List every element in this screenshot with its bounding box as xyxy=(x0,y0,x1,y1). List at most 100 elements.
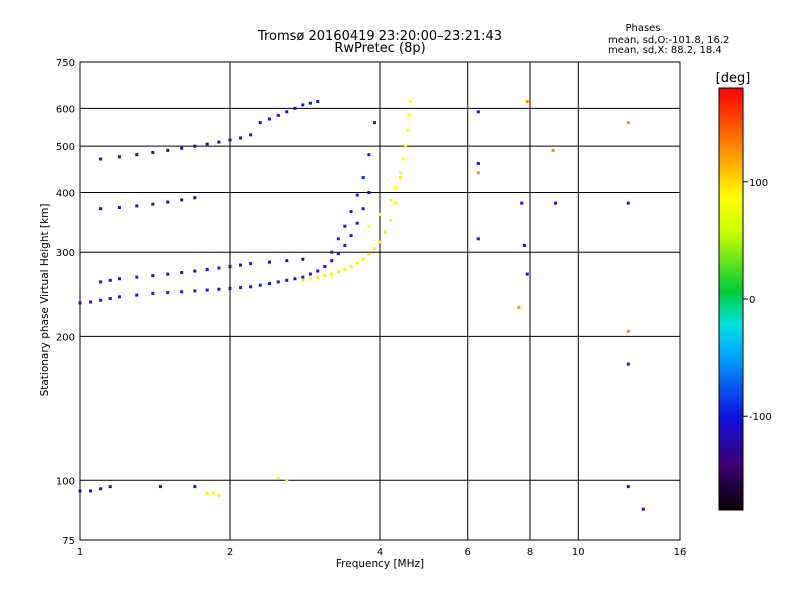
stats-line-x: mean, sd,X: 88.2, 18.4 xyxy=(608,45,722,56)
data-point xyxy=(151,202,155,206)
grid-lines xyxy=(80,62,680,540)
data-point xyxy=(367,190,371,194)
data-point xyxy=(476,161,480,165)
colorbar-tick-label: 100 xyxy=(749,178,768,189)
data-point xyxy=(523,243,527,247)
y-tick-label: 600 xyxy=(56,104,75,115)
data-point xyxy=(301,257,305,261)
data-point xyxy=(211,491,215,495)
data-point xyxy=(249,262,253,266)
data-point xyxy=(626,362,630,366)
data-point xyxy=(389,198,393,202)
data-point xyxy=(316,269,320,273)
chart-subtitle: RwPretec (8p) xyxy=(334,41,425,56)
data-point xyxy=(355,261,359,265)
data-point xyxy=(476,237,480,241)
data-point xyxy=(293,277,297,281)
data-point xyxy=(217,140,221,144)
data-point xyxy=(267,282,271,286)
y-tick-label: 500 xyxy=(56,142,75,153)
data-point xyxy=(525,100,529,104)
x-tick-labels: 1 2 4 6 8 10 16 xyxy=(77,547,687,558)
x-tick-label: 16 xyxy=(674,547,687,558)
stats-line-o: mean, sd,O:-101.8, 16.2 xyxy=(608,35,729,46)
data-point xyxy=(166,272,170,276)
data-point xyxy=(361,257,365,261)
data-point xyxy=(343,243,347,247)
data-point xyxy=(641,507,645,511)
data-point xyxy=(166,148,170,152)
data-point xyxy=(205,142,209,146)
data-point xyxy=(330,272,334,276)
data-point xyxy=(308,272,312,276)
y-tick-labels: 75 100 200 300 400 500 600 750 xyxy=(56,58,75,547)
data-point xyxy=(373,121,377,125)
data-point xyxy=(301,275,305,279)
colorbar xyxy=(718,87,744,511)
data-point xyxy=(276,280,280,284)
data-point xyxy=(403,144,407,148)
data-point xyxy=(285,478,289,482)
data-point xyxy=(367,224,371,228)
data-point xyxy=(285,259,289,263)
data-points xyxy=(78,100,645,511)
data-point xyxy=(349,234,353,238)
data-point xyxy=(193,485,197,489)
data-point xyxy=(361,175,365,179)
chart-title: Tromsø 20160419 23:20:00–23:21:43 xyxy=(257,29,502,44)
data-point xyxy=(249,285,253,289)
data-point xyxy=(399,175,403,179)
data-point xyxy=(343,224,347,228)
data-point xyxy=(180,271,184,275)
data-point xyxy=(330,259,334,263)
data-point xyxy=(99,157,103,161)
data-point xyxy=(626,201,630,205)
data-point xyxy=(89,300,93,304)
data-point xyxy=(180,290,184,294)
data-point xyxy=(117,206,121,210)
data-point xyxy=(301,103,305,107)
y-tick-label: 200 xyxy=(56,332,75,343)
data-point xyxy=(151,274,155,278)
data-point xyxy=(180,146,184,150)
data-point xyxy=(349,210,353,214)
data-point xyxy=(193,144,197,148)
data-point xyxy=(258,283,262,287)
data-point xyxy=(476,171,480,175)
data-point xyxy=(551,148,555,152)
data-point xyxy=(553,201,557,205)
data-point xyxy=(399,171,403,175)
data-point xyxy=(323,265,327,269)
data-point xyxy=(117,295,121,299)
data-point xyxy=(626,485,630,489)
data-point xyxy=(228,265,232,269)
data-point xyxy=(407,113,411,117)
data-point xyxy=(361,207,365,211)
data-point xyxy=(89,489,93,493)
data-point xyxy=(180,198,184,202)
data-point xyxy=(99,298,103,302)
data-point xyxy=(336,237,340,241)
data-point xyxy=(78,489,82,493)
data-point xyxy=(267,117,271,121)
y-tick-label: 75 xyxy=(62,536,75,547)
data-point xyxy=(626,329,630,333)
data-point xyxy=(135,275,139,279)
data-point xyxy=(135,293,139,297)
colorbar-ticks: 100 0 -100 xyxy=(743,178,772,423)
y-tick-label: 300 xyxy=(56,248,75,259)
data-point xyxy=(336,270,340,274)
data-point xyxy=(249,133,253,137)
data-point xyxy=(239,286,243,290)
data-point xyxy=(323,274,327,278)
data-point xyxy=(228,286,232,290)
data-point xyxy=(330,250,334,254)
data-point xyxy=(285,110,289,114)
data-point xyxy=(343,268,347,272)
data-point xyxy=(293,106,297,110)
data-point xyxy=(355,193,359,197)
data-point xyxy=(99,280,103,284)
data-point xyxy=(316,100,320,104)
data-point xyxy=(394,185,398,189)
data-point xyxy=(205,491,209,495)
